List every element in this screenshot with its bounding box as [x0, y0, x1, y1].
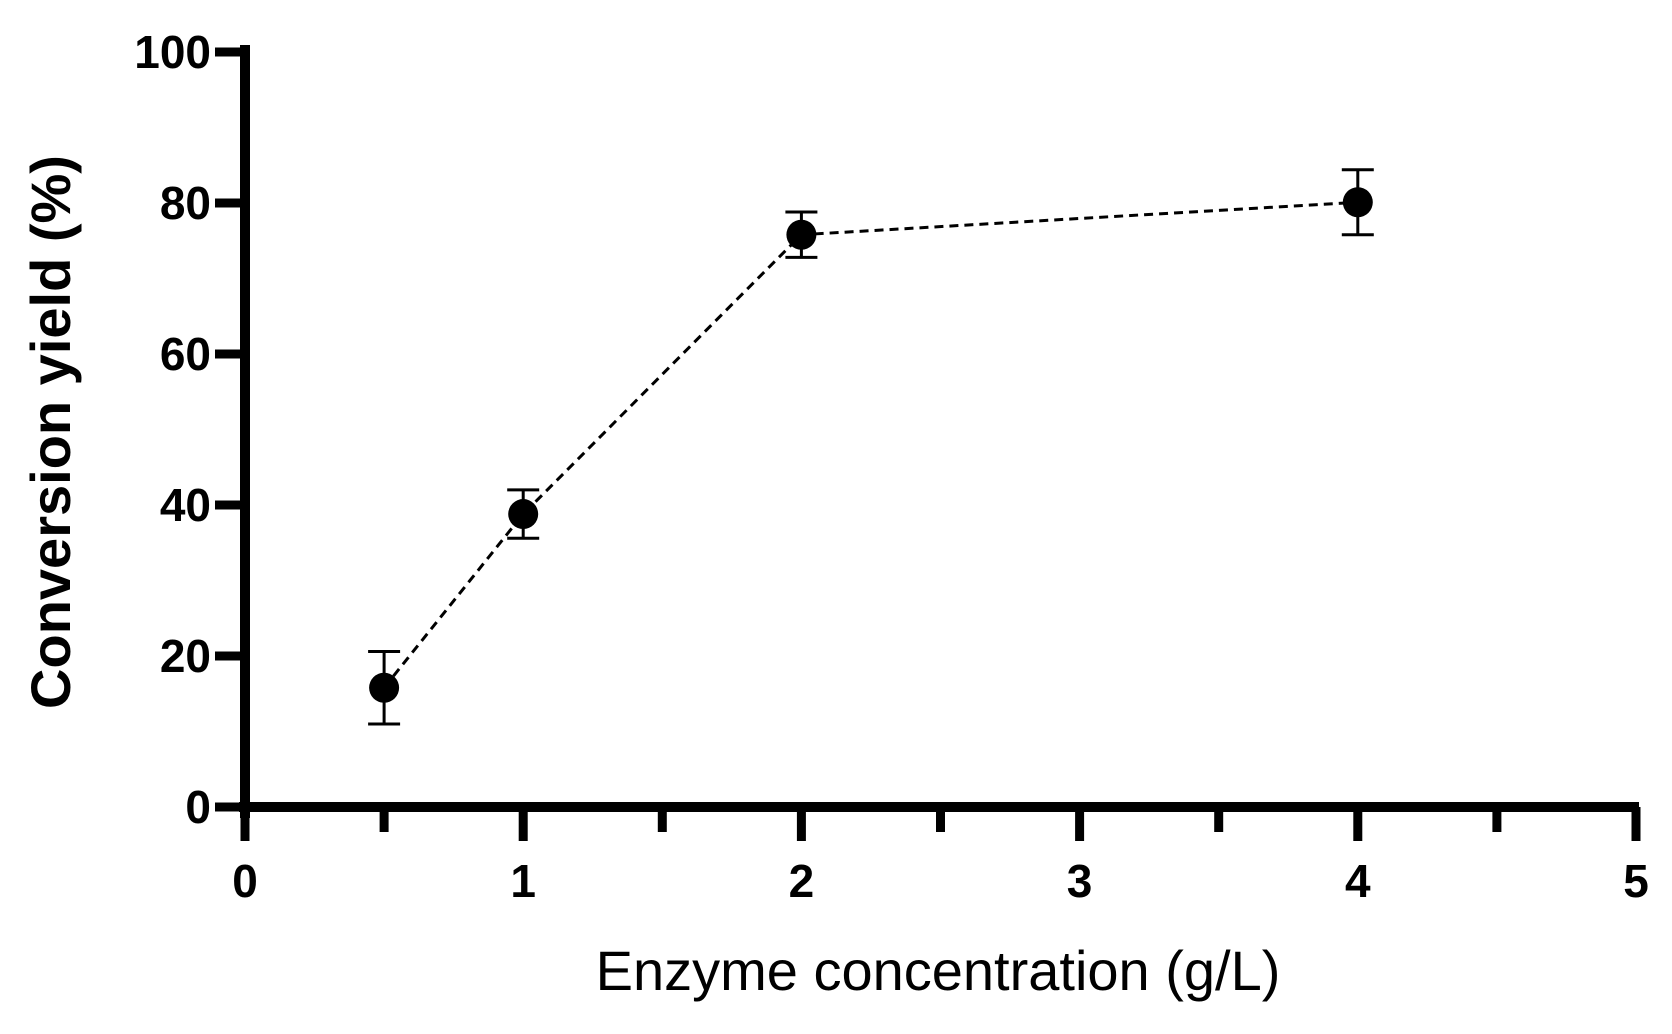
x-tick-label: 4 [1345, 855, 1371, 907]
x-tick-label: 0 [232, 855, 258, 907]
y-tick-label: 20 [160, 630, 211, 682]
x-axis-label: Enzyme concentration (g/L) [596, 939, 1281, 1002]
series-line [382, 200, 1358, 689]
data-point [369, 672, 400, 703]
data-point [786, 219, 817, 250]
x-tick-label: 1 [510, 855, 536, 907]
y-axis-label: Conversion yield (%) [19, 155, 82, 709]
x-tick-label: 2 [789, 855, 815, 907]
y-tick-label: 40 [160, 479, 211, 531]
axes [239, 45, 1639, 818]
data-series [368, 168, 1374, 726]
x-tick-label: 3 [1067, 855, 1093, 907]
y-tick-label: 100 [134, 26, 211, 78]
ticks: 0 20 40 60 80 100 0 1 2 3 4 5 [134, 26, 1649, 907]
data-point [508, 499, 539, 530]
y-tick-label: 80 [160, 177, 211, 229]
y-tick-label: 60 [160, 328, 211, 380]
x-tick-label: 5 [1623, 855, 1649, 907]
y-tick-label: 0 [185, 781, 211, 833]
data-point [1342, 187, 1373, 218]
